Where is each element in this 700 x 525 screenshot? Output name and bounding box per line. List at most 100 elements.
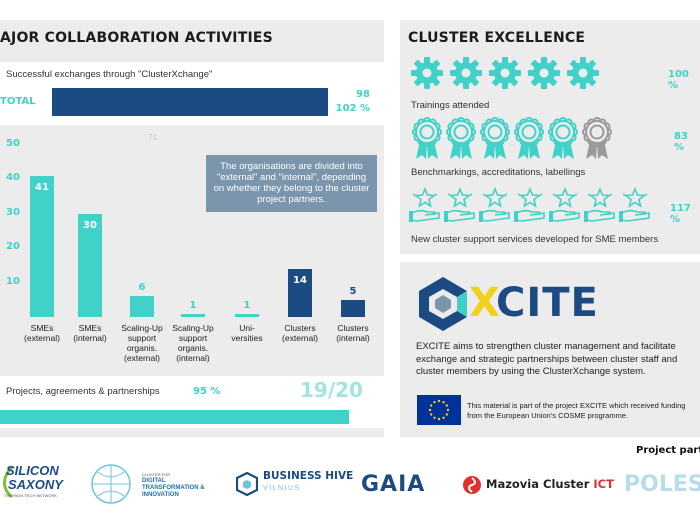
category-label-line: Clusters xyxy=(284,323,316,333)
bar xyxy=(30,175,54,317)
hand-star-icon xyxy=(549,186,581,230)
category-label-line: organis. xyxy=(126,343,158,353)
hand-star-icon xyxy=(514,186,546,230)
services-percent: 117 % xyxy=(670,203,691,225)
bar xyxy=(235,313,259,317)
mazovia-swirl-icon xyxy=(463,476,481,494)
bar-value-label: 5 xyxy=(349,285,357,297)
category-label-line: SMEs xyxy=(30,323,54,333)
mazovia-cluster-logo[interactable]: Mazovia Cluster ICT xyxy=(462,475,614,499)
silicon-tagline: THE HIGH-TECH NETWORK xyxy=(4,493,57,498)
category-label-line: support xyxy=(127,333,157,343)
medal-icon xyxy=(513,117,545,166)
category-label-line: (internal) xyxy=(73,333,107,343)
bar xyxy=(341,299,365,317)
excite-e-logo-icon xyxy=(419,277,467,331)
category-label-line: (external) xyxy=(124,353,160,363)
y-tick-label: 10 xyxy=(6,275,20,287)
faint-mark: 71 xyxy=(148,133,157,142)
bar-category-label: Clusters (external) xyxy=(270,323,330,343)
category-label-line: (internal) xyxy=(336,333,370,343)
exchanges-total-label: TOTAL xyxy=(0,96,36,107)
eu-flag-icon xyxy=(417,395,461,425)
category-label-line: organis. xyxy=(177,343,209,353)
projects-percent: 95 % xyxy=(193,386,221,397)
business-hive-city: VILNIUS xyxy=(263,485,301,492)
bar-value-label: 6 xyxy=(138,282,146,294)
business-hive-name: BUSINESS HIVE xyxy=(263,470,354,482)
bar-category-label: Scaling-Up support organis. (internal) xyxy=(163,323,223,363)
category-label-line: (external) xyxy=(24,333,60,343)
gear-icon xyxy=(410,56,444,95)
silicon-saxony-swoosh-icon xyxy=(3,465,14,499)
bar-value-label: 1 xyxy=(189,299,197,311)
dt-line2: TRANSFORMATION & xyxy=(142,485,205,491)
silicon-saxony-logo[interactable]: SILICON SAXONY THE HIGH-TECH NETWORK xyxy=(0,461,72,503)
category-label-line: Uni- xyxy=(239,323,255,333)
medal-icon xyxy=(479,117,511,166)
category-label-line: (internal) xyxy=(176,353,210,363)
y-tick-label: 50 xyxy=(6,138,20,149)
y-tick-label: 20 xyxy=(6,241,20,253)
bar-category-label: Scaling-Up support organis. (external) xyxy=(112,323,172,363)
globe-network-icon xyxy=(91,464,131,504)
pole-logo[interactable]: POLESC xyxy=(624,472,700,500)
bar-value-label: 14 xyxy=(293,274,307,286)
projects-ratio: 19/20 xyxy=(300,378,363,402)
bar-value-label: 30 xyxy=(83,219,97,231)
services-label: New cluster support services developed f… xyxy=(411,234,659,245)
bar-value-label: 41 xyxy=(35,181,49,193)
bar-category-label: Uni-versities xyxy=(217,323,277,343)
dt-small-text: CLUSTER FOR xyxy=(142,472,171,477)
pole-text: POLESC xyxy=(624,472,700,497)
hand-star-icon xyxy=(584,186,616,230)
category-label-line: Scaling-Up xyxy=(172,323,214,333)
excellence-title: CLUSTER EXCELLENCE xyxy=(408,30,586,46)
hand-star-icon xyxy=(619,186,651,230)
bar-category-label: SMEs (internal) xyxy=(60,323,120,343)
dt-line1: DIGITAL xyxy=(142,478,166,484)
bar xyxy=(130,296,154,317)
dt-line3: INNOVATION xyxy=(142,492,179,498)
benchmarkings-label: Benchmarkings, accreditations, labelling… xyxy=(411,167,586,178)
mazovia-name: Mazovia Cluster xyxy=(486,477,590,491)
exchanges-progress-bar xyxy=(52,88,328,116)
category-label-line: support xyxy=(178,333,208,343)
gear-icon xyxy=(449,56,483,95)
bar-category-label: SMEs (external) xyxy=(12,323,72,343)
trainings-percent: 100 % xyxy=(668,69,689,91)
digital-transformation-logo[interactable]: CLUSTER FOR DIGITAL TRANSFORMATION & INN… xyxy=(88,462,216,506)
medal-outline-icon xyxy=(581,117,613,166)
category-label-line: Clusters xyxy=(337,323,369,333)
business-hive-logo[interactable]: BUSINESS HIVE VILNIUS xyxy=(236,470,353,500)
y-tick-label: 40 xyxy=(6,172,20,184)
exchanges-label: Successful exchanges through "ClusterXch… xyxy=(6,69,213,80)
category-label-line: SMEs xyxy=(78,323,102,333)
bar xyxy=(181,313,205,317)
hand-star-icon xyxy=(479,186,511,230)
benchmarkings-percent: 83 % xyxy=(674,131,688,153)
mazovia-ict: ICT xyxy=(593,477,614,491)
bar-category-label: Clusters (internal) xyxy=(323,323,383,343)
hand-star-icon xyxy=(444,186,476,230)
projects-label: Projects, agreements & partnerships xyxy=(6,386,160,397)
excite-description: EXCITE aims to strengthen cluster manage… xyxy=(416,341,678,377)
gaia-logo[interactable]: GAIA xyxy=(361,472,445,500)
trainings-label: Trainings attended xyxy=(411,100,490,111)
hexagon-hive-icon xyxy=(236,472,258,496)
silicon-text: SILICON xyxy=(6,463,59,478)
excite-logo-x: X xyxy=(469,280,500,326)
exchanges-percent: 102 % xyxy=(335,103,370,114)
saxony-text: SAXONY xyxy=(8,477,63,492)
eu-funding-text: This material is part of the project EXC… xyxy=(467,401,686,420)
mazovia-text-wrap: Mazovia Cluster ICT xyxy=(486,477,614,491)
partners-title: Project partn xyxy=(636,445,700,456)
category-label-line: Scaling-Up xyxy=(121,323,163,333)
gear-icon xyxy=(566,56,600,95)
note-box: The organisations are divided into "exte… xyxy=(206,155,377,212)
bar xyxy=(288,268,312,317)
category-label-line: versities xyxy=(231,333,263,343)
collaboration-title: AJOR COLLABORATION ACTIVITIES xyxy=(0,30,273,46)
bar-value-label: 1 xyxy=(243,299,251,311)
gaia-text: GAIA xyxy=(361,472,426,497)
